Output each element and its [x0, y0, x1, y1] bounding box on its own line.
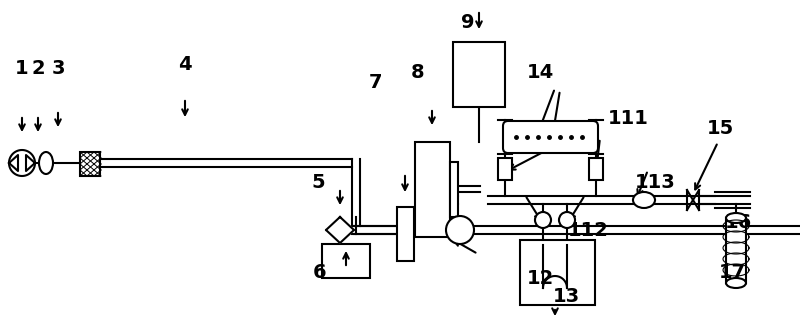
Text: 13: 13 — [553, 286, 579, 306]
Text: 14: 14 — [526, 63, 554, 82]
Text: 9: 9 — [462, 13, 474, 31]
Bar — [397, 207, 414, 261]
Bar — [415, 142, 450, 237]
Text: 15: 15 — [706, 119, 734, 137]
Bar — [498, 158, 512, 180]
Text: 113: 113 — [634, 172, 675, 191]
Text: 16: 16 — [724, 213, 752, 232]
Bar — [322, 244, 370, 278]
Ellipse shape — [726, 278, 746, 288]
Polygon shape — [326, 217, 354, 243]
Text: 2: 2 — [31, 59, 45, 77]
Text: 8: 8 — [411, 63, 425, 82]
Bar — [589, 158, 603, 180]
Ellipse shape — [633, 192, 655, 208]
Text: 12: 12 — [526, 269, 554, 287]
Bar — [450, 162, 458, 217]
Polygon shape — [26, 155, 35, 171]
Text: 3: 3 — [51, 59, 65, 77]
Text: 1: 1 — [15, 59, 29, 77]
Text: 6: 6 — [313, 262, 327, 282]
Text: 111: 111 — [607, 109, 649, 128]
Ellipse shape — [726, 213, 746, 223]
FancyBboxPatch shape — [503, 121, 598, 153]
Text: 5: 5 — [311, 173, 325, 192]
Ellipse shape — [535, 212, 551, 228]
Circle shape — [446, 216, 474, 244]
Ellipse shape — [559, 212, 575, 228]
Text: 10: 10 — [446, 223, 474, 241]
Bar — [520, 240, 595, 305]
Text: 4: 4 — [178, 55, 192, 75]
Text: 17: 17 — [718, 262, 746, 282]
Text: 112: 112 — [567, 221, 609, 239]
Text: 7: 7 — [368, 73, 382, 91]
Bar — [80, 152, 100, 176]
Bar — [453, 42, 505, 107]
Bar — [726, 218, 746, 283]
Ellipse shape — [39, 152, 53, 174]
Polygon shape — [9, 155, 18, 171]
